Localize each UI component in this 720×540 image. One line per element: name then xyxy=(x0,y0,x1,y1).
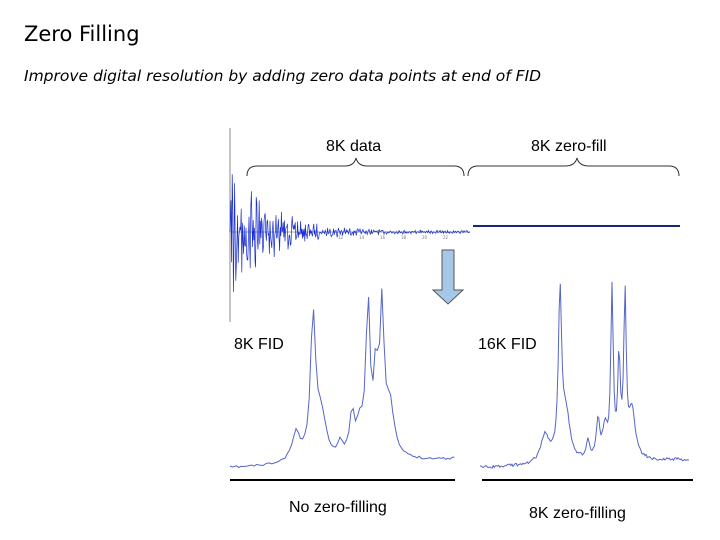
down-arrow xyxy=(431,249,465,305)
fid-tick-label: 12 xyxy=(338,235,344,240)
right-brace xyxy=(467,157,680,177)
fid-tick-label: 18 xyxy=(401,235,407,240)
spectrum-no-zero-fill xyxy=(229,288,455,469)
label-8k-zero-fill: 8K zero-fill xyxy=(531,138,607,155)
caption-8k-zero-filling: 8K zero-filling xyxy=(529,505,626,522)
slide-subtitle: Improve digital resolution by adding zer… xyxy=(24,67,542,85)
caption-no-zero-filling: No zero-filling xyxy=(289,499,387,516)
label-8k-data: 8K data xyxy=(326,138,382,155)
fid-tick-label: 22 xyxy=(443,235,449,240)
fid-decay-trace xyxy=(229,174,471,292)
label-8k-fid: 8K FID xyxy=(234,336,284,353)
label-16k-fid: 16K FID xyxy=(478,336,537,353)
left-brace xyxy=(246,157,465,177)
fid-tick-label: 16 xyxy=(380,235,386,240)
fid-tick-label: 14 xyxy=(359,235,365,240)
spectrum-zero-filled xyxy=(480,281,690,469)
slide-title: Zero Filling xyxy=(24,22,140,46)
fid-tick-label: 20 xyxy=(422,235,428,240)
